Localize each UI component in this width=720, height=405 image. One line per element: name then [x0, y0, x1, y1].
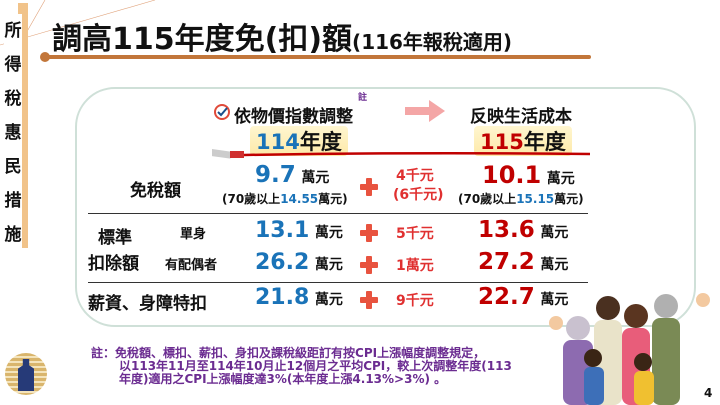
- sub-value: 15.15: [516, 192, 555, 206]
- sidebar-label: 所得稅惠民措施: [4, 14, 22, 252]
- crayon-underline: [212, 148, 591, 159]
- year-new: 115年度: [474, 126, 572, 156]
- divider: [88, 213, 588, 214]
- title-sub: (116年報稅適用): [352, 30, 513, 54]
- single-increase: 5千元: [396, 226, 434, 242]
- exemption-new-sub: (70歲以上15.15萬元): [458, 190, 584, 207]
- single-new-value: 13.6: [478, 217, 535, 243]
- unit: 萬元: [314, 225, 343, 241]
- result-label: 反映生活成本: [470, 107, 572, 127]
- year-new-suffix: 年度: [523, 130, 566, 154]
- exemption-increase: 4千元: [396, 168, 434, 184]
- unit: 萬元: [301, 170, 330, 186]
- footnote-line: 免稅額、標扣、薪扣、身扣及課稅級距訂有按CPI上漲幅度調整規定，: [115, 346, 486, 360]
- family-illustration: [549, 293, 710, 405]
- married-old-value: 26.2: [255, 250, 310, 275]
- year-new-number: 115: [480, 130, 524, 154]
- year-old-number: 114: [256, 130, 300, 154]
- page-number: 4: [704, 386, 713, 400]
- sub-suffix: 萬元): [554, 192, 584, 206]
- sub-prefix: (70歲以上: [222, 192, 281, 206]
- ministry-logo: [5, 353, 47, 395]
- plus-icon: [360, 224, 378, 242]
- row-exemption-label: 免稅額: [130, 181, 181, 201]
- unit: 萬元: [540, 292, 569, 308]
- plus-icon: [360, 178, 378, 196]
- footnote: 註：免稅額、標扣、薪扣、身扣及課稅級距訂有按CPI上漲幅度調整規定， 以113年…: [91, 347, 512, 386]
- page-title: 調高115年度免(扣)額(116年報稅適用): [52, 14, 512, 58]
- sidebar-accent-bar: [18, 3, 28, 248]
- exemption-new-value: 10.1: [482, 161, 542, 189]
- arrow-right-icon: [405, 100, 445, 122]
- method-label: 依物價指數調整: [234, 107, 353, 127]
- plus-icon: [360, 256, 378, 274]
- married-new-value: 27.2: [478, 249, 535, 275]
- married-increase: 1萬元: [396, 258, 434, 274]
- salary-increase: 9千元: [396, 293, 434, 309]
- divider: [88, 282, 588, 283]
- sub-prefix: (70歲以上: [458, 192, 517, 206]
- single-label: 單身: [180, 227, 207, 242]
- unit: 萬元: [540, 257, 569, 273]
- check-circle-icon: [214, 104, 230, 120]
- salary-new-value: 22.7: [478, 284, 535, 310]
- year-old-suffix: 年度: [299, 130, 342, 154]
- salary-old-value: 21.8: [255, 285, 310, 310]
- title-dot: [40, 52, 50, 62]
- plus-icon: [360, 291, 378, 309]
- standard-label-2: 扣除額: [88, 254, 139, 274]
- single-old-value: 13.1: [255, 218, 310, 243]
- unit: 萬元: [314, 257, 343, 273]
- note-mark: 註: [358, 93, 368, 103]
- unit: 萬元: [314, 292, 343, 308]
- sub-value: 14.55: [280, 192, 319, 206]
- footnote-prefix: 註：: [91, 346, 116, 360]
- exemption-old-sub: (70歲以上14.55萬元): [222, 190, 348, 207]
- salary-label: 薪資、身障特扣: [88, 294, 207, 314]
- exemption-increase-elderly: (6千元): [393, 187, 444, 203]
- title-main: 調高115年度免(扣)額: [52, 22, 353, 57]
- title-underline: [46, 55, 591, 59]
- unit: 萬元: [546, 171, 575, 187]
- married-label: 有配偶者: [165, 258, 218, 273]
- content-panel: [75, 87, 696, 327]
- unit: 萬元: [540, 225, 569, 241]
- year-old: 114年度: [250, 126, 348, 156]
- sub-suffix: 萬元): [318, 192, 348, 206]
- exemption-old-value: 9.7: [255, 162, 296, 188]
- footnote-line: 年度)適用之CPI上漲幅度達3%(本年度上漲4.13%>3%) 。: [119, 372, 447, 386]
- footnote-line: 以113年11月至114年10月止12個月之平均CPI，較上次調整年度(113: [119, 359, 512, 373]
- standard-label-1: 標準: [98, 228, 132, 248]
